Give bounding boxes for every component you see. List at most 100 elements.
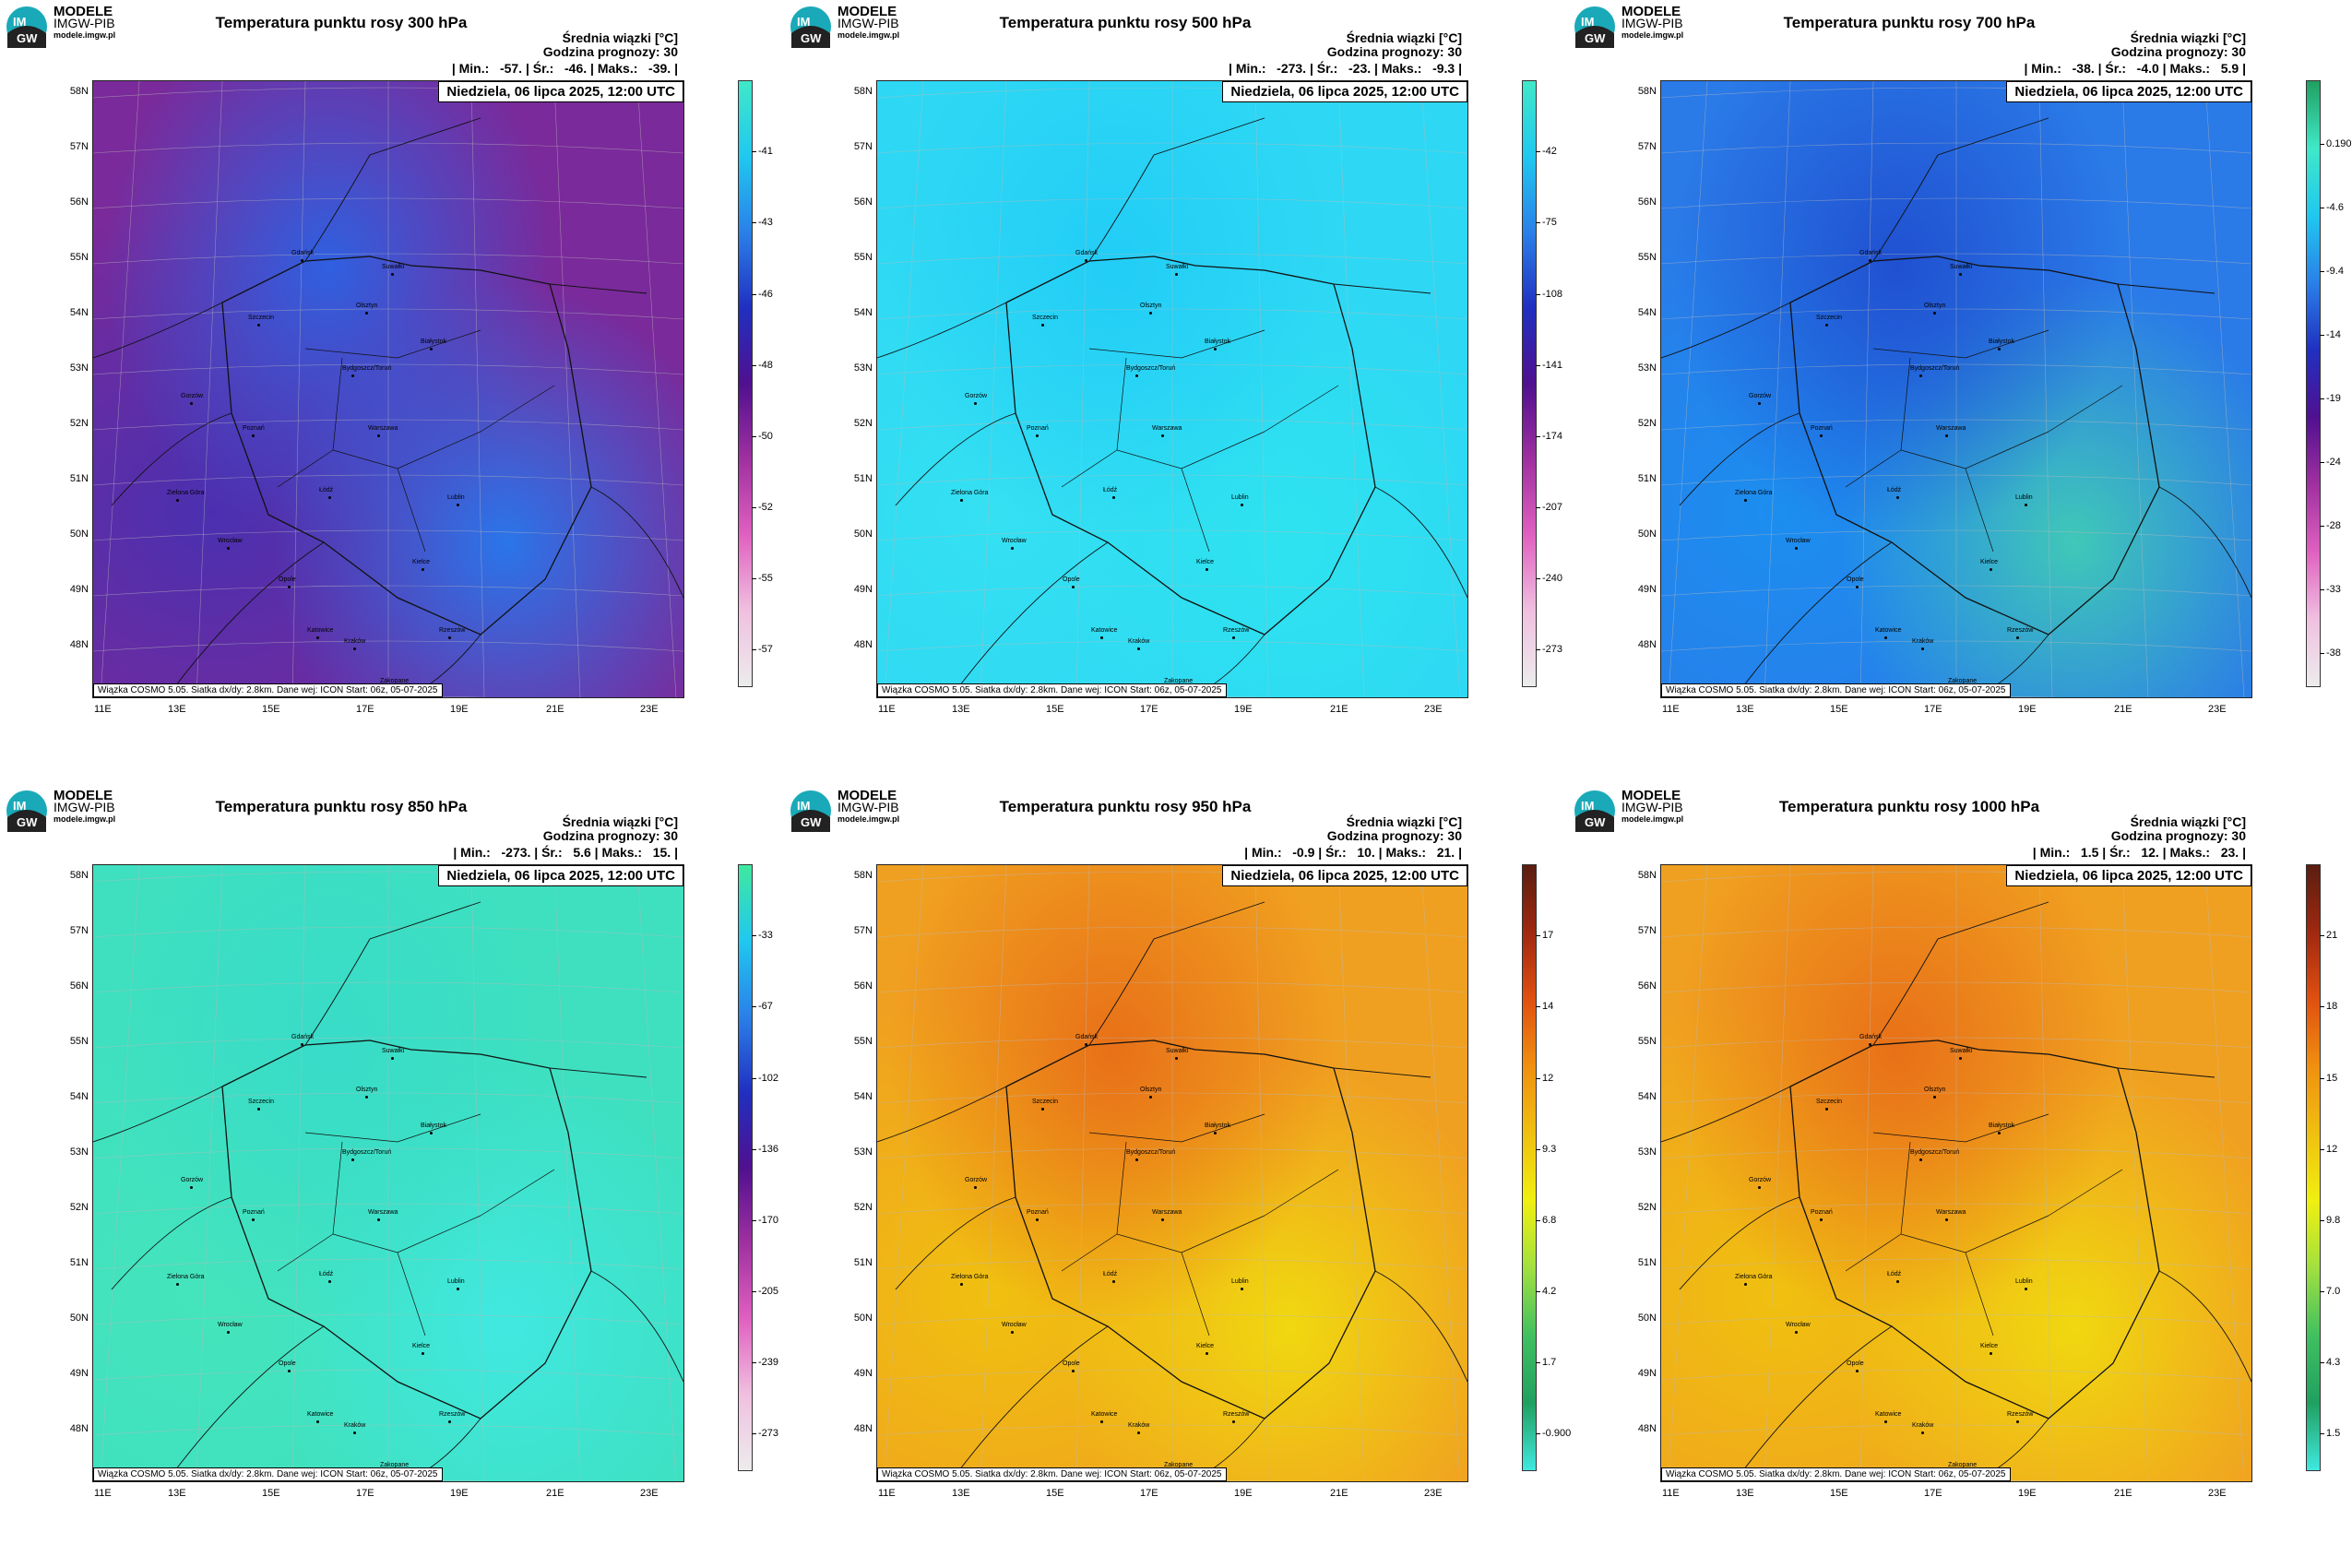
colorbar-tick-mark [2320, 271, 2324, 273]
city-label: Kielce [1980, 559, 1999, 565]
city-label: Warszawa [1936, 425, 1966, 432]
city-marker [391, 1057, 394, 1060]
city-label: Poznań [243, 1209, 265, 1216]
logo-subtitle: IMGW-PIB [1621, 16, 1683, 30]
latitude-label: 51N [1637, 1257, 1657, 1268]
forecast-date-label: Niedziela, 06 lipca 2025, 12:00 UTC [1222, 865, 1467, 886]
latitude-label: 57N [1637, 141, 1657, 152]
city-label: Gdańsk [1859, 250, 1883, 256]
city-marker [1041, 324, 1044, 327]
logo-title: MODELE [1621, 4, 1681, 19]
city-marker [1744, 499, 1747, 502]
panel-header: Średnia wiązki [°C] Godzina prognozy: 30 [543, 815, 678, 843]
latitude-label: 53N [69, 362, 89, 374]
city-label: Suwałki [1166, 1048, 1189, 1054]
latitude-label: 57N [853, 925, 873, 936]
city-label: Zakopane [1948, 1462, 1978, 1468]
colorbar-tick-mark [752, 935, 756, 937]
logo-url: modele.imgw.pl [837, 814, 900, 824]
colorbar-tick-mark [752, 151, 756, 153]
svg-text:IM: IM [797, 799, 810, 813]
city-label: Warszawa [368, 1209, 398, 1216]
map-overlay [93, 81, 683, 697]
latitude-label: 53N [69, 1146, 89, 1158]
panel-header: Średnia wiązki [°C] Godzina prognozy: 30 [1327, 31, 1462, 59]
city-marker [351, 374, 354, 377]
latitude-label: 58N [1637, 86, 1657, 97]
latitude-label: 58N [853, 86, 873, 97]
latitude-label: 50N [853, 1313, 873, 1324]
colorbar-tick-mark [752, 578, 756, 580]
city-label: Gdańsk [291, 250, 315, 256]
logo-title: MODELE [837, 788, 897, 803]
city-label: Suwałki [1950, 1048, 1973, 1054]
city-marker [1896, 1280, 1899, 1283]
city-label: Bydgoszcz/Toruń [1126, 1149, 1176, 1156]
colorbar-tick-mark [752, 435, 756, 437]
logo-subtitle: IMGW-PIB [53, 800, 115, 814]
longitude-label: 19E [450, 1488, 469, 1499]
colorbar-tick-mark [2320, 1077, 2324, 1079]
latitude-label: 54N [69, 307, 89, 318]
latitude-label: 54N [853, 307, 873, 318]
colorbar-tick-label: -174 [1542, 430, 1563, 442]
colorbar-tick-mark [2320, 1291, 2324, 1293]
latitude-label: 57N [69, 925, 89, 936]
latitude-label: 56N [1637, 196, 1657, 208]
city-label: Kielce [1196, 559, 1215, 565]
city-label: Bydgoszcz/Toruń [1910, 365, 1960, 372]
longitude-label: 11E [1662, 1488, 1680, 1499]
city-label: Szczecin [248, 315, 275, 321]
latitude-label: 55N [853, 1036, 873, 1047]
city-label: Olsztyn [1140, 1087, 1162, 1093]
longitude-label: 19E [1234, 704, 1253, 715]
svg-text:GW: GW [801, 815, 822, 829]
latitude-label: 49N [853, 1368, 873, 1379]
svg-text:IM: IM [797, 15, 810, 29]
forecast-date-label: Niedziela, 06 lipca 2025, 12:00 UTC [2006, 81, 2251, 102]
colorbar-tick-label: -46 [758, 288, 773, 300]
city-label: Zielona Góra [167, 1274, 205, 1280]
colorbar-tick-label: 14 [1542, 1001, 1554, 1013]
city-label: Warszawa [1152, 1209, 1182, 1216]
colorbar-tick-mark [752, 293, 756, 295]
colorbar-tick-label: 17 [1542, 930, 1554, 942]
longitude-label: 13E [952, 1488, 970, 1499]
panel-title: Temperatura punktu rosy 500 hPa [999, 14, 1252, 31]
colorbar-tick-mark [752, 222, 756, 224]
city-label: Zakopane [380, 678, 410, 684]
latitude-label: 48N [853, 1423, 873, 1434]
city-marker [1869, 1043, 1871, 1046]
svg-text:GW: GW [801, 31, 822, 45]
longitude-label: 19E [1234, 1488, 1253, 1499]
latitude-label: 51N [69, 473, 89, 484]
city-label: Łódź [319, 487, 334, 493]
map-area: Gdańsk Suwałki Olsztyn Szczecin Białystok Byd… [92, 80, 684, 698]
colorbar-tick-label: 6.8 [1542, 1214, 1557, 1226]
city-label: Gdańsk [1859, 1034, 1883, 1040]
map-panel: IM GW MODELE IMGW-PIB modele.imgw.pl Temperat… [1568, 0, 2352, 784]
latitude-label: 51N [853, 1257, 873, 1268]
colorbar-tick-label: -43 [758, 217, 773, 229]
model-info-footer: Wiązka COSMO 5.05. Siatka dx/dy: 2.8km. … [93, 1467, 443, 1481]
city-label: Zakopane [380, 1462, 410, 1468]
longitude-label: 15E [262, 704, 280, 715]
city-marker [1945, 434, 1948, 437]
colorbar-tick-mark [2320, 653, 2324, 655]
longitude-label: 19E [450, 704, 469, 715]
city-label: Gdańsk [1075, 250, 1099, 256]
colorbar-tick-mark [752, 649, 756, 651]
colorbar-tick-label: -41 [758, 146, 773, 158]
model-info-footer: Wiązka COSMO 5.05. Siatka dx/dy: 2.8km. … [1661, 683, 2011, 697]
colorbar-tick-label: -4.6 [2326, 202, 2344, 214]
stats-line: | Min.: -38. | Śr.: -4.0 | Maks.: 5.9 | [2024, 61, 2246, 76]
city-label: Warszawa [368, 425, 398, 432]
latitude-label: 55N [1637, 252, 1657, 263]
colorbar-tick-label: -50 [758, 430, 773, 442]
city-label: Suwałki [382, 264, 405, 270]
forecast-date-label: Niedziela, 06 lipca 2025, 12:00 UTC [2006, 865, 2251, 886]
colorbar-tick-label: 7.0 [2326, 1286, 2341, 1298]
colorbar-tick-mark [1536, 649, 1540, 651]
city-marker [1825, 1108, 1828, 1111]
latitude-label: 52N [853, 418, 873, 429]
